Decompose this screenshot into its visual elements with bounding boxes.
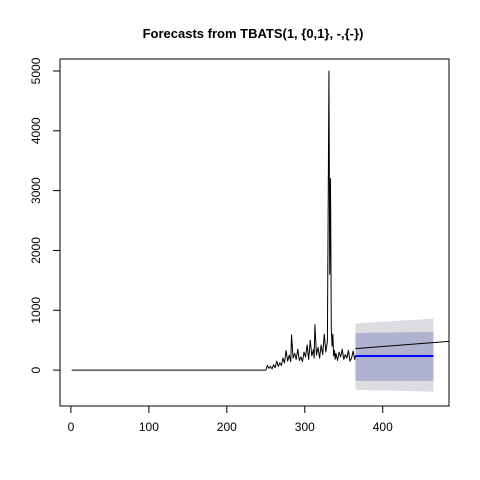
- x-tick-label: 200: [217, 420, 237, 434]
- x-tick-label: 300: [295, 420, 315, 434]
- x-tick-label: 400: [373, 420, 393, 434]
- y-tick-label: 3000: [29, 177, 43, 204]
- plot-area: [71, 70, 449, 392]
- y-tick-label: 4000: [29, 117, 43, 144]
- trend-line: [355, 340, 449, 350]
- x-tick-label: 100: [139, 420, 159, 434]
- chart-title: Forecasts from TBATS(1, {0,1}, -,{-}): [143, 26, 364, 41]
- y-tick-label: 2000: [29, 237, 43, 264]
- x-tick-label: 0: [68, 420, 75, 434]
- y-tick-label: 1000: [29, 297, 43, 324]
- y-tick-label: 5000: [29, 57, 43, 84]
- history-series-line: [71, 70, 356, 371]
- y-tick-label: 0: [29, 366, 43, 373]
